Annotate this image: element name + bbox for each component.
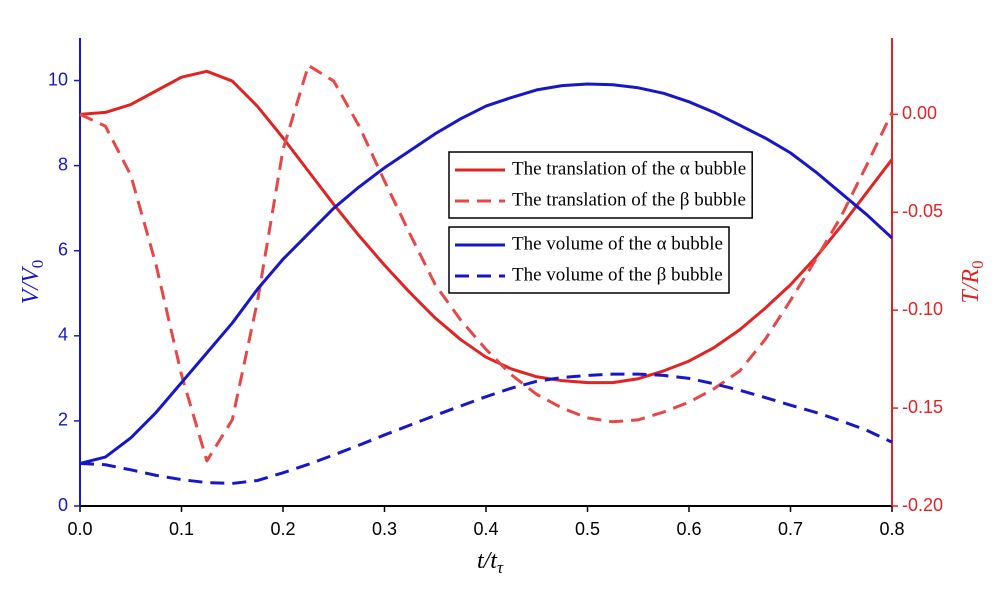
y2-tick-label: -0.05: [902, 201, 943, 221]
series-line: [79, 69, 894, 385]
y2-tick-label: 0.00: [902, 103, 937, 123]
x-tick-label: 0.5: [575, 519, 600, 539]
x-tick-label: 0.4: [473, 519, 498, 539]
legend-label: The translation of the α bubble: [512, 158, 746, 179]
legend-label: The volume of the β bubble: [512, 264, 723, 285]
series-line: [79, 63, 894, 463]
y-tick-label: 8: [58, 154, 68, 174]
legend-box: [448, 151, 753, 219]
series-line: [79, 372, 893, 485]
legend: The volume of the α bubble The volume of …: [448, 226, 730, 294]
y-tick-label: 0: [58, 495, 68, 515]
y2-tick-label: -0.20: [902, 495, 943, 515]
legend-label: The volume of the α bubble: [512, 233, 723, 254]
x-tick-label: 0.8: [879, 519, 904, 539]
y2-tick-label: -0.10: [902, 299, 943, 319]
x-tick-label: 0.3: [372, 519, 397, 539]
x-tick-label: 0.2: [270, 519, 295, 539]
y2-tick-label: -0.15: [902, 397, 943, 417]
series-line: [79, 82, 894, 465]
y-tick-label: 4: [58, 325, 68, 345]
x-axis-label: t/tτ: [477, 548, 504, 577]
x-tick-label: 0.7: [778, 519, 803, 539]
legend-label: The translation of the β bubble: [512, 189, 746, 210]
y-axis-label: V/V0: [18, 260, 47, 305]
legend: The translation of the α bubble The trans…: [448, 151, 753, 219]
x-tick-label: 0.1: [169, 519, 194, 539]
y-tick-label: 2: [58, 410, 68, 430]
y-tick-label: 6: [58, 239, 68, 259]
legend-box: [448, 226, 730, 294]
x-tick-label: 0.0: [67, 519, 92, 539]
y2-axis-label: T/R0: [958, 260, 987, 303]
y-tick-label: 10: [48, 69, 68, 89]
x-tick-label: 0.6: [676, 519, 701, 539]
